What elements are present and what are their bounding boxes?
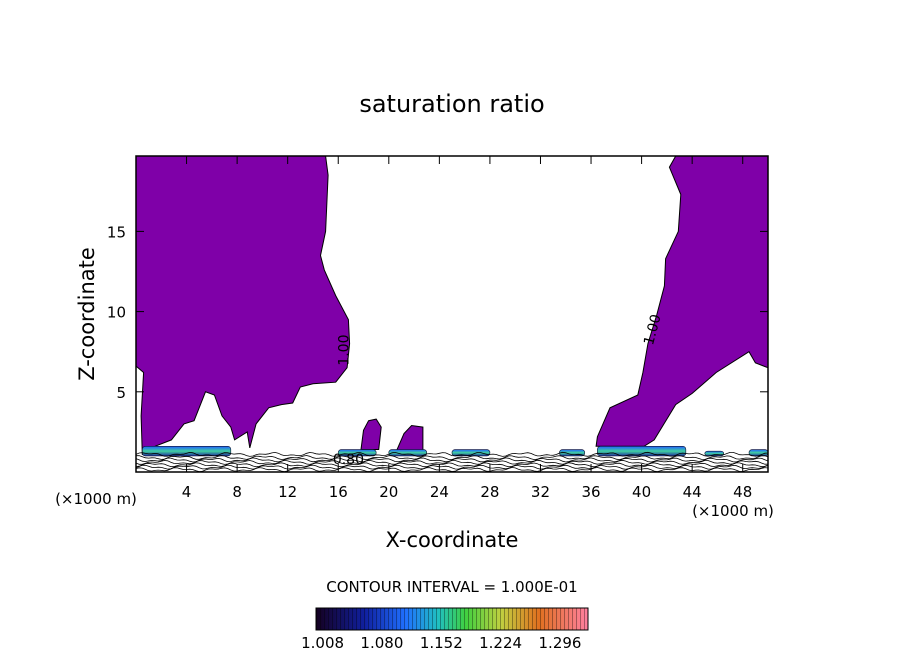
y-unit-label: (×1000 m): [692, 502, 774, 520]
x-tick-label-32: 32: [531, 483, 550, 501]
x-axis-ticks: 4 8 12 16 20 24 28 32 36 40 44 48: [182, 156, 752, 501]
region-right: [595, 156, 768, 447]
contour-labels: 1.00 1.00 0.80: [333, 313, 665, 468]
colorbar-label-2: 1.152: [420, 634, 463, 652]
colorbar-frame: [315, 607, 589, 631]
y-axis-ticks: 5 10 15: [107, 223, 768, 402]
colorbar-label-0: 1.008: [301, 634, 344, 652]
colorbar-label-3: 1.224: [479, 634, 522, 652]
plot-frame: [135, 155, 769, 473]
region-blob-a: [360, 418, 382, 450]
surface-contour-4: [136, 462, 768, 468]
high-spot-5: [597, 446, 687, 457]
surface-contours: [136, 451, 768, 472]
surface-contour-1: [136, 455, 768, 461]
x-tick-label-12: 12: [278, 483, 297, 501]
y-tick-label-15: 15: [107, 223, 126, 241]
contour-label-2: 0.80: [333, 452, 364, 468]
supersaturated-regions: [136, 156, 768, 456]
chart-title: saturation ratio: [359, 90, 544, 118]
x-tick-label-44: 44: [683, 483, 702, 501]
colorbar: 1.008 1.080 1.152 1.224 1.296: [301, 607, 589, 652]
x-tick-label-48: 48: [733, 483, 752, 501]
high-spot-3: [451, 449, 491, 457]
surface-contour-3: [136, 459, 768, 465]
x-tick-label-8: 8: [232, 483, 242, 501]
y-tick-label-10: 10: [107, 304, 126, 322]
x-tick-label-36: 36: [581, 483, 600, 501]
y-axis-label: Z-coordinate: [75, 247, 99, 381]
contour-label-0: 1.00: [336, 335, 352, 366]
y-tick-label-5: 5: [116, 384, 126, 402]
contour-interval-text: CONTOUR INTERVAL = 1.000E-01: [326, 578, 577, 596]
colorbar-labels: 1.008 1.080 1.152 1.224 1.296: [301, 634, 581, 652]
colorbar-label-4: 1.296: [539, 634, 582, 652]
x-tick-label-4: 4: [182, 483, 192, 501]
colorbar-lines: [316, 608, 588, 630]
region-left: [136, 156, 351, 456]
high-spot-2: [388, 449, 428, 457]
plot-area: 1.001.000.80 4 8 12 16 20 24 28 32 36 40 44 48 5101…: [107, 155, 769, 501]
surface-contour-5: [136, 464, 768, 470]
x-tick-label-16: 16: [329, 483, 348, 501]
surface-contour-0: [136, 451, 768, 457]
x-unit-label: (×1000 m): [55, 490, 137, 508]
x-tick-label-20: 20: [379, 483, 398, 501]
contour-label-1: 1.00: [641, 313, 665, 347]
high-spot-0: [142, 446, 232, 457]
x-tick-label-28: 28: [480, 483, 499, 501]
high-saturation-spots: [142, 446, 768, 457]
x-axis-label: X-coordinate: [386, 528, 519, 552]
colorbar-label-1: 1.080: [360, 634, 403, 652]
x-tick-label-24: 24: [430, 483, 449, 501]
x-tick-label-40: 40: [632, 483, 651, 501]
high-spot-7: [748, 449, 768, 457]
